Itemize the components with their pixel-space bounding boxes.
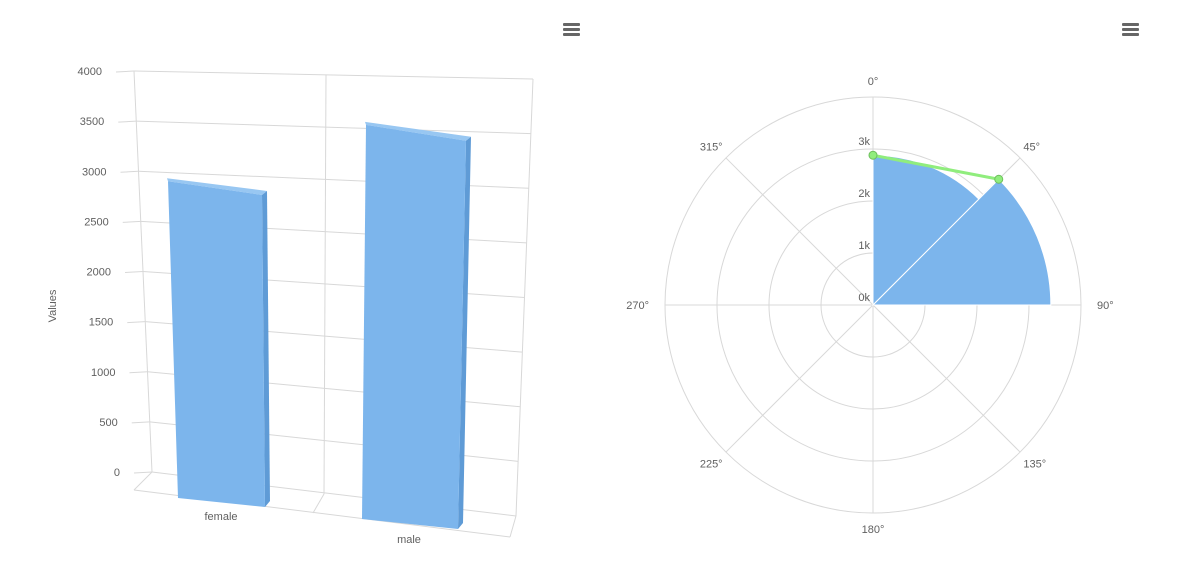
polar-line: [872, 153, 1000, 181]
gridline-side: [118, 120, 137, 123]
y-tick-label: 3000: [82, 166, 106, 178]
bar-top-face: [365, 121, 471, 141]
y-tick-label: 1500: [89, 317, 113, 329]
back-wall-left-edge: [133, 70, 153, 473]
polar-line-marker: [994, 174, 1004, 184]
gridline-side: [122, 220, 141, 223]
line-series: [868, 150, 1004, 184]
bar-chart-panel: 0 500 1000 1500 2000 2500 3000 3500 4000 Values fe…: [0, 0, 598, 561]
angle-tick-label: 225°: [700, 458, 723, 470]
chart-menu-button[interactable]: [560, 18, 584, 40]
bar-side-face: [458, 136, 471, 529]
chart-menu-button[interactable]: [1119, 18, 1143, 40]
floor-left-edge: [133, 471, 153, 491]
menu-icon-bar: [563, 33, 580, 36]
y-tick-label: 500: [99, 417, 117, 429]
y-tick-label: 0: [114, 467, 120, 479]
radial-tick-label: 0k: [858, 292, 870, 304]
angle-tick-label: 315°: [700, 142, 723, 154]
polar-chart: 0k 1k 2k 3k 0° 45° 90° 135° 180° 225° 270° 315°: [626, 76, 1114, 536]
gridline: [133, 70, 534, 80]
menu-icon-bar: [1122, 23, 1139, 26]
gridline-side: [133, 471, 153, 474]
gridline-side: [115, 70, 135, 73]
angle-tick-label: 270°: [626, 300, 649, 312]
polar-chart-panel: 0k 1k 2k 3k 0° 45° 90° 135° 180° 225° 270° 315°: [598, 0, 1197, 561]
gridline-side: [131, 421, 150, 424]
bar-chart-3d: 0 500 1000 1500 2000 2500 3000 3500 4000 Values fe…: [47, 66, 534, 546]
angle-tick-label: 0°: [868, 76, 879, 88]
gridline: [136, 120, 531, 135]
bar-front-face: [168, 181, 265, 507]
bar-male: [362, 121, 471, 529]
polar-column-wedge: [871, 178, 1052, 306]
radial-tick-label: 1k: [858, 240, 870, 252]
gridline-side: [129, 371, 148, 374]
bar-female: [167, 178, 270, 507]
column-series: [871, 154, 1052, 307]
gridline-side: [120, 170, 139, 173]
polar-line-marker: [868, 150, 878, 160]
radial-tick-label: 3k: [858, 136, 870, 148]
y-tick-label: 2000: [87, 267, 111, 279]
menu-icon-bar: [563, 28, 580, 31]
y-tick-label: 2500: [84, 216, 108, 228]
bar-side-face: [262, 190, 270, 507]
bar-top-face: [167, 178, 267, 195]
angular-gridline: [872, 304, 1021, 453]
gridline-side: [127, 321, 146, 324]
angular-gridline: [725, 304, 874, 453]
y-tick-label: 3500: [80, 116, 104, 128]
x-tick-label: female: [204, 511, 237, 523]
gridline-side: [124, 271, 144, 273]
angle-tick-label: 90°: [1097, 300, 1114, 312]
menu-icon-bar: [563, 23, 580, 26]
angle-tick-label: 180°: [862, 524, 885, 536]
menu-icon-bar: [1122, 28, 1139, 31]
radial-tick-label: 2k: [858, 188, 870, 200]
angle-tick-label: 45°: [1023, 142, 1040, 154]
angle-tick-label: 135°: [1023, 458, 1046, 470]
angular-gridline: [725, 157, 874, 306]
menu-icon-bar: [1122, 33, 1139, 36]
y-tick-label: 1000: [91, 367, 115, 379]
floor-mid-edge: [312, 493, 325, 514]
floor-right-edge: [509, 515, 517, 538]
y-tick-label: 4000: [78, 66, 102, 78]
category-divider: [323, 74, 327, 495]
bar-front-face: [362, 124, 466, 529]
x-tick-label: male: [397, 534, 421, 546]
y-axis-title: Values: [47, 289, 59, 322]
back-wall-right-edge: [515, 78, 534, 517]
